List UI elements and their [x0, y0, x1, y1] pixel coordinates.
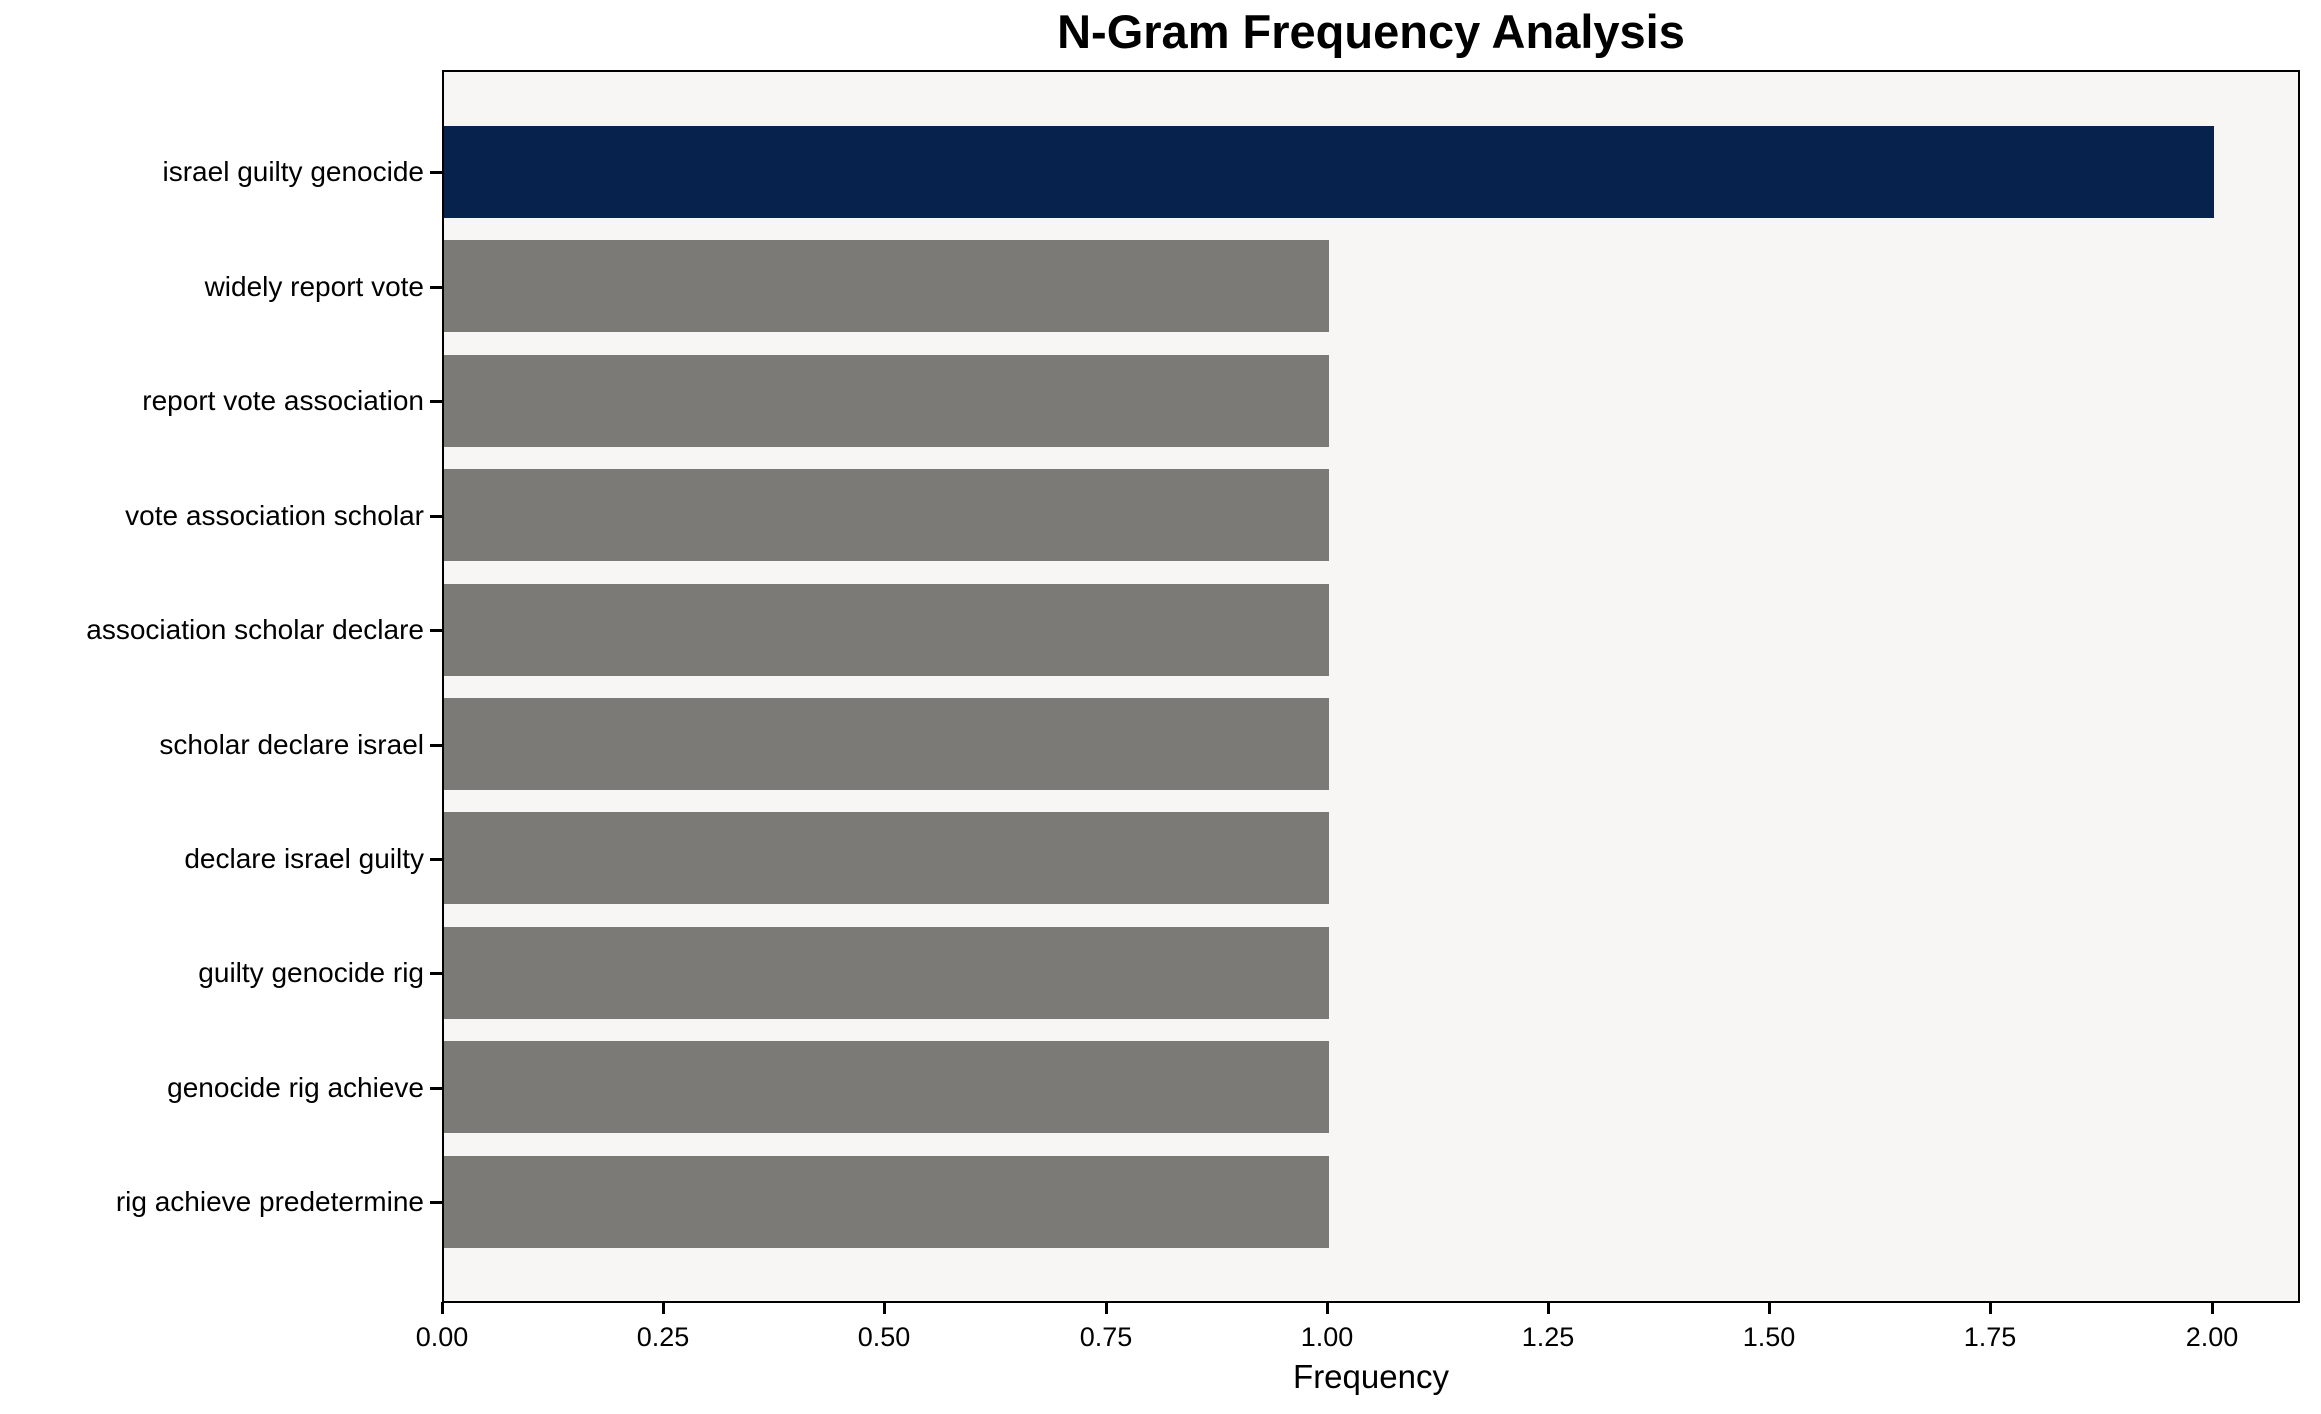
y-tick-label: guilty genocide rig [198, 957, 424, 988]
x-tick-mark [2211, 1302, 2214, 1314]
bar [444, 584, 1329, 676]
bar [444, 469, 1329, 561]
y-tick-label: vote association scholar [125, 500, 424, 531]
x-tick-mark [1105, 1302, 1108, 1314]
y-tick-mark [430, 286, 442, 289]
y-tick-mark [430, 858, 442, 861]
y-tick-mark [430, 1201, 442, 1204]
y-tick-mark [430, 744, 442, 747]
y-tick-mark [430, 515, 442, 518]
x-tick-label: 2.00 [2185, 1322, 2239, 1352]
x-tick-label: 1.00 [1300, 1322, 1354, 1352]
y-tick-label: genocide rig achieve [167, 1072, 424, 1103]
y-tick-label: declare israel guilty [184, 843, 424, 874]
x-tick-mark [441, 1302, 444, 1314]
y-tick-label: israel guilty genocide [162, 156, 425, 187]
bar [444, 1156, 1329, 1248]
bar [444, 126, 2214, 218]
y-tick-mark [430, 171, 442, 174]
bar [444, 927, 1329, 1019]
chart-title: N-Gram Frequency Analysis [1057, 5, 1685, 58]
x-tick-label: 0.25 [636, 1322, 690, 1352]
x-tick-label: 0.00 [415, 1322, 469, 1352]
x-tick-label: 0.75 [1079, 1322, 1133, 1352]
bar [444, 698, 1329, 790]
x-tick-mark [883, 1302, 886, 1314]
y-tick-label: report vote association [142, 385, 424, 416]
x-tick-mark [1989, 1302, 1992, 1314]
x-tick-label: 1.75 [1963, 1322, 2017, 1352]
x-tick-label: 1.50 [1742, 1322, 1796, 1352]
plot-area [442, 70, 2300, 1303]
x-tick-label: 1.25 [1521, 1322, 1575, 1352]
y-tick-label: association scholar declare [86, 614, 424, 645]
bar [444, 240, 1329, 332]
bar [444, 355, 1329, 447]
x-tick-mark [1547, 1302, 1550, 1314]
y-tick-label: scholar declare israel [159, 729, 424, 760]
y-tick-mark [430, 400, 442, 403]
y-tick-mark [430, 972, 442, 975]
y-tick-mark [430, 629, 442, 632]
y-tick-label: widely report vote [204, 271, 424, 302]
x-tick-mark [1326, 1302, 1329, 1314]
x-tick-label: 0.50 [857, 1322, 911, 1352]
y-tick-mark [430, 1087, 442, 1090]
x-tick-mark [1768, 1302, 1771, 1314]
bar [444, 1041, 1329, 1133]
x-axis-label: Frequency [1293, 1358, 1449, 1395]
bar [444, 812, 1329, 904]
x-tick-mark [662, 1302, 665, 1314]
y-tick-label: rig achieve predetermine [115, 1186, 424, 1217]
